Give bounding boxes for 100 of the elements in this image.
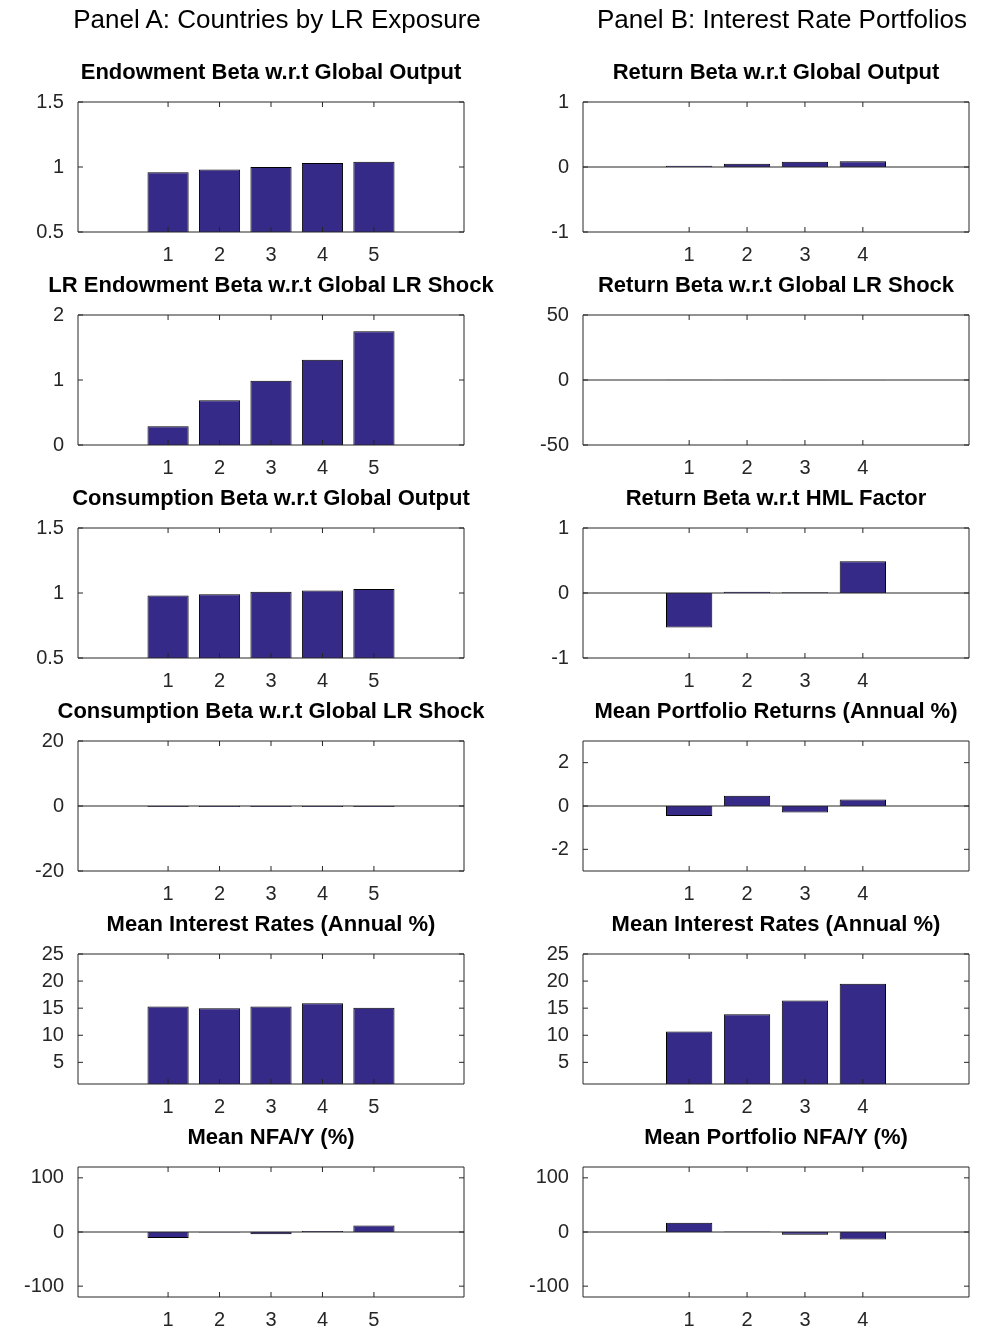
- y-tick-label: 1: [557, 515, 569, 538]
- x-tick-label: 4: [857, 668, 869, 691]
- x-tick-label: 4: [316, 1094, 329, 1117]
- chart-title: Mean Interest Rates (Annual %): [106, 911, 436, 937]
- y-tick-label: 1: [52, 154, 64, 177]
- x-tick-label: 3: [265, 668, 277, 691]
- x-tick-label: 2: [213, 881, 226, 904]
- y-tick-label: 0.5: [36, 219, 64, 242]
- x-tick-label: 3: [799, 1094, 811, 1117]
- y-tick-label: 100: [30, 1165, 64, 1188]
- x-tick-label: 2: [741, 668, 753, 691]
- x-tick-label: 3: [265, 242, 277, 265]
- x-tick-label: 1: [683, 242, 695, 265]
- y-tick-label: 50: [546, 302, 569, 325]
- y-tick-label: 0: [52, 793, 64, 816]
- x-tick-label: 3: [265, 455, 277, 478]
- x-tick-label: 1: [162, 242, 174, 265]
- x-tick-label: 5: [368, 1094, 380, 1117]
- x-tick-label: 1: [162, 1307, 174, 1330]
- chart-title: Mean Portfolio Returns (Annual %): [594, 698, 958, 724]
- x-tick-label: 2: [213, 1307, 226, 1330]
- chart-title: Consumption Beta w.r.t Global Output: [72, 485, 470, 511]
- x-tick-label: 2: [213, 1094, 226, 1117]
- y-tick-label: 100: [535, 1165, 569, 1188]
- x-tick-label: 1: [162, 1094, 174, 1117]
- y-tick-label: 0: [52, 432, 64, 455]
- x-tick-label: 4: [857, 242, 869, 265]
- x-tick-label: 3: [265, 1307, 277, 1330]
- y-tick-label: 25: [41, 941, 64, 964]
- y-tick-label: -100: [528, 1273, 569, 1296]
- y-tick-label: 0: [557, 154, 569, 177]
- chart-title: Consumption Beta w.r.t Global LR Shock: [57, 698, 485, 724]
- y-tick-label: 10: [41, 1022, 64, 1045]
- y-tick-label: 0: [557, 1219, 569, 1242]
- x-tick-label: 4: [857, 881, 869, 904]
- y-tick-label: -2: [551, 836, 569, 859]
- chart-title: Return Beta w.r.t HML Factor: [625, 485, 927, 511]
- y-tick-label: 20: [546, 968, 569, 991]
- x-tick-label: 4: [857, 1307, 869, 1330]
- x-tick-label: 2: [741, 881, 753, 904]
- x-tick-label: 2: [741, 242, 753, 265]
- x-tick-label: 3: [265, 881, 277, 904]
- x-tick-label: 1: [683, 1094, 695, 1117]
- x-tick-label: 1: [683, 668, 695, 691]
- x-tick-label: 4: [316, 242, 329, 265]
- x-tick-label: 2: [213, 242, 226, 265]
- y-tick-label: -20: [35, 858, 64, 881]
- x-tick-label: 3: [799, 881, 811, 904]
- y-tick-label: 20: [41, 968, 64, 991]
- x-tick-label: 2: [741, 455, 753, 478]
- y-tick-label: -1: [551, 219, 569, 242]
- y-tick-label: 5: [52, 1049, 64, 1072]
- x-tick-label: 2: [741, 1307, 753, 1330]
- x-tick-label: 4: [316, 455, 329, 478]
- text: Panel A: Countries by LR Exposure: [73, 4, 481, 35]
- chart-title: Mean NFA/Y (%): [187, 1124, 355, 1150]
- x-tick-label: 4: [857, 1094, 869, 1117]
- y-tick-label: 0: [557, 367, 569, 390]
- x-tick-label: 1: [683, 1307, 695, 1330]
- x-tick-label: 3: [265, 1094, 277, 1117]
- chart-title: Endowment Beta w.r.t Global Output: [80, 59, 462, 85]
- x-tick-label: 5: [368, 455, 380, 478]
- x-tick-label: 5: [368, 242, 380, 265]
- x-tick-label: 3: [799, 455, 811, 478]
- x-tick-label: 3: [799, 242, 811, 265]
- chart-title: LR Endowment Beta w.r.t Global LR Shock: [48, 272, 494, 298]
- y-tick-label: 0: [557, 580, 569, 603]
- chart-title: Mean Interest Rates (Annual %): [611, 911, 941, 937]
- x-tick-label: 1: [683, 455, 695, 478]
- y-tick-label: 2: [557, 750, 569, 773]
- y-tick-label: 1: [52, 367, 64, 390]
- x-tick-label: 2: [741, 1094, 753, 1117]
- x-tick-label: 5: [368, 1307, 380, 1330]
- x-tick-label: 1: [683, 881, 695, 904]
- chart-title: Return Beta w.r.t Global LR Shock: [597, 272, 955, 298]
- y-tick-label: 1.5: [36, 89, 64, 112]
- y-tick-label: 2: [52, 302, 64, 325]
- x-tick-label: 1: [162, 881, 174, 904]
- text: Panel B: Interest Rate Portfolios: [597, 4, 967, 35]
- y-tick-label: -1: [551, 645, 569, 668]
- chart-title: Mean Portfolio NFA/Y (%): [644, 1124, 908, 1150]
- x-tick-label: 2: [213, 668, 226, 691]
- x-tick-label: 5: [368, 668, 380, 691]
- y-tick-label: 0: [52, 1219, 64, 1242]
- x-tick-label: 4: [316, 668, 329, 691]
- x-tick-label: 5: [368, 881, 380, 904]
- chart-title: Return Beta w.r.t Global Output: [612, 59, 940, 85]
- y-tick-label: -100: [23, 1273, 64, 1296]
- y-tick-label: 15: [41, 995, 64, 1018]
- y-tick-label: 1: [52, 580, 64, 603]
- y-tick-label: 0: [557, 793, 569, 816]
- y-tick-label: 15: [546, 995, 569, 1018]
- x-tick-label: 4: [857, 455, 869, 478]
- y-tick-label: 0.5: [36, 645, 64, 668]
- y-tick-label: -50: [540, 432, 569, 455]
- x-tick-label: 3: [799, 668, 811, 691]
- x-tick-label: 4: [316, 1307, 329, 1330]
- x-tick-label: 1: [162, 455, 174, 478]
- y-tick-label: 25: [546, 941, 569, 964]
- y-tick-label: 5: [557, 1049, 569, 1072]
